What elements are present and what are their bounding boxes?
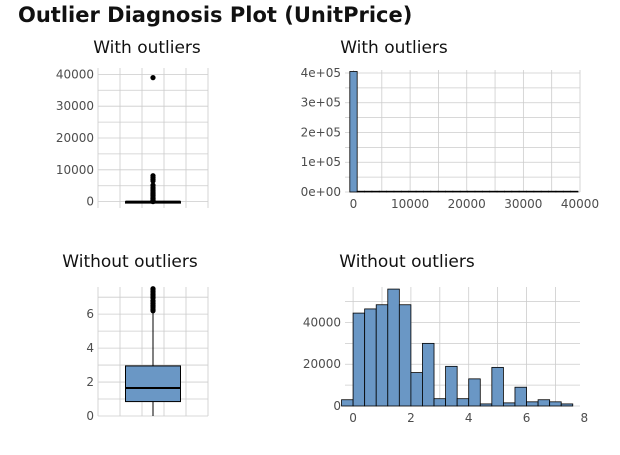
y-tick-label: 0 xyxy=(86,409,94,423)
histogram-bar xyxy=(423,190,432,193)
y-tick-label: 4e+05 xyxy=(301,66,341,80)
histogram-bar xyxy=(504,190,513,193)
histogram-bar xyxy=(408,190,417,193)
histogram-bar xyxy=(479,403,493,407)
histogram-bar xyxy=(456,398,470,407)
histogram-bar xyxy=(364,308,377,407)
box-iqr xyxy=(125,365,181,403)
y-tick-label: 40000 xyxy=(303,315,341,329)
histogram-bar xyxy=(526,401,539,407)
histogram-bar xyxy=(562,190,572,193)
x-tick-label: 8 xyxy=(581,411,589,425)
outlier-point xyxy=(150,75,156,81)
histogram-bar xyxy=(491,366,504,407)
outlier-point xyxy=(150,286,156,292)
histogram-bar xyxy=(540,190,549,193)
histogram-bar xyxy=(386,190,395,193)
y-tick-label: 30000 xyxy=(56,99,94,113)
x-tick-label: 30000 xyxy=(504,197,542,211)
histogram-bar xyxy=(452,190,461,193)
outlier-point xyxy=(150,178,156,184)
histogram-bar xyxy=(549,401,562,407)
x-tick-label: 2 xyxy=(407,411,415,425)
histogram-bar xyxy=(400,190,410,193)
histogram-bar xyxy=(445,190,454,193)
histogram-bar xyxy=(410,372,423,407)
x-tick-label: 6 xyxy=(523,411,531,425)
x-tick-label: 4 xyxy=(465,411,473,425)
y-tick-label: 1e+05 xyxy=(301,155,341,169)
panel-box-without-outliers: Without outliers 0 2 4 6 xyxy=(62,252,209,423)
histogram-bar xyxy=(503,402,516,407)
panel-title: Without outliers xyxy=(339,252,475,272)
y-tick-label: 0 xyxy=(333,399,341,413)
histogram-bar xyxy=(445,365,458,407)
histogram-bar xyxy=(496,190,505,193)
histogram-bar xyxy=(468,378,481,407)
histogram-bar xyxy=(555,190,564,193)
histogram-bar xyxy=(349,71,358,193)
y-tick-label: 0e+00 xyxy=(301,185,341,199)
y-tick-label: 3e+05 xyxy=(301,96,341,110)
histogram-bar xyxy=(514,386,527,407)
histogram-bar xyxy=(467,190,476,193)
histogram-bar xyxy=(433,398,446,407)
panel-title: Without outliers xyxy=(62,252,198,272)
y-tick-label: 0 xyxy=(86,195,94,209)
histogram-bar xyxy=(511,190,520,193)
histogram-bar xyxy=(352,312,366,407)
histogram-bar xyxy=(430,190,439,193)
histogram-bar xyxy=(422,342,435,407)
histogram-bar xyxy=(533,190,542,193)
histogram-bar xyxy=(341,399,354,407)
histogram-bar xyxy=(378,190,388,193)
y-tick-label: 10000 xyxy=(56,163,94,177)
x-tick-label: 40000 xyxy=(561,197,599,211)
panel-hist-without-outliers: Without outliers 0 2 4 6 8 0 20000 40000 xyxy=(303,252,588,425)
y-tick-label: 2 xyxy=(86,375,94,389)
x-tick-label: 10000 xyxy=(391,197,429,211)
histogram-bar xyxy=(560,403,574,407)
histogram-bar xyxy=(398,304,412,407)
histogram-bar xyxy=(415,190,424,193)
y-tick-label: 2e+05 xyxy=(301,125,341,139)
histogram-bar xyxy=(375,304,389,407)
panel-hist-with-outliers: With outliers 0 10000 20000 30000 40000 0e+00… xyxy=(301,38,599,211)
histogram-bar xyxy=(437,190,446,193)
histogram-bar xyxy=(548,190,557,193)
y-tick-label: 6 xyxy=(86,307,94,321)
histogram-bar xyxy=(526,190,535,193)
histogram-bar xyxy=(387,288,400,407)
panel-box-with-outliers: With outliers 0 10000 20000 30000 40000 xyxy=(56,38,209,209)
panel-title: With outliers xyxy=(340,38,448,58)
x-tick-label: 0 xyxy=(349,411,357,425)
histogram-bar xyxy=(459,190,468,193)
histogram-bar xyxy=(537,399,551,407)
histogram-bar xyxy=(518,190,527,193)
histogram-bar xyxy=(481,190,491,193)
histogram-bar xyxy=(570,190,579,193)
histogram-bar xyxy=(371,190,380,193)
panel-title: With outliers xyxy=(93,38,201,58)
x-tick-label: 20000 xyxy=(448,197,486,211)
histogram-bar xyxy=(489,190,498,193)
x-tick-label: 0 xyxy=(350,197,358,211)
outlier-point xyxy=(150,198,156,205)
y-tick-label: 40000 xyxy=(56,67,94,81)
histogram-bar xyxy=(474,190,483,193)
figure-title: Outlier Diagnosis Plot (UnitPrice) xyxy=(18,3,412,27)
histogram-bar xyxy=(356,190,365,193)
histogram-bar xyxy=(364,190,373,193)
y-tick-label: 4 xyxy=(86,341,94,355)
histogram-bar xyxy=(393,190,402,193)
y-tick-label: 20000 xyxy=(303,357,341,371)
y-tick-label: 20000 xyxy=(56,131,94,145)
